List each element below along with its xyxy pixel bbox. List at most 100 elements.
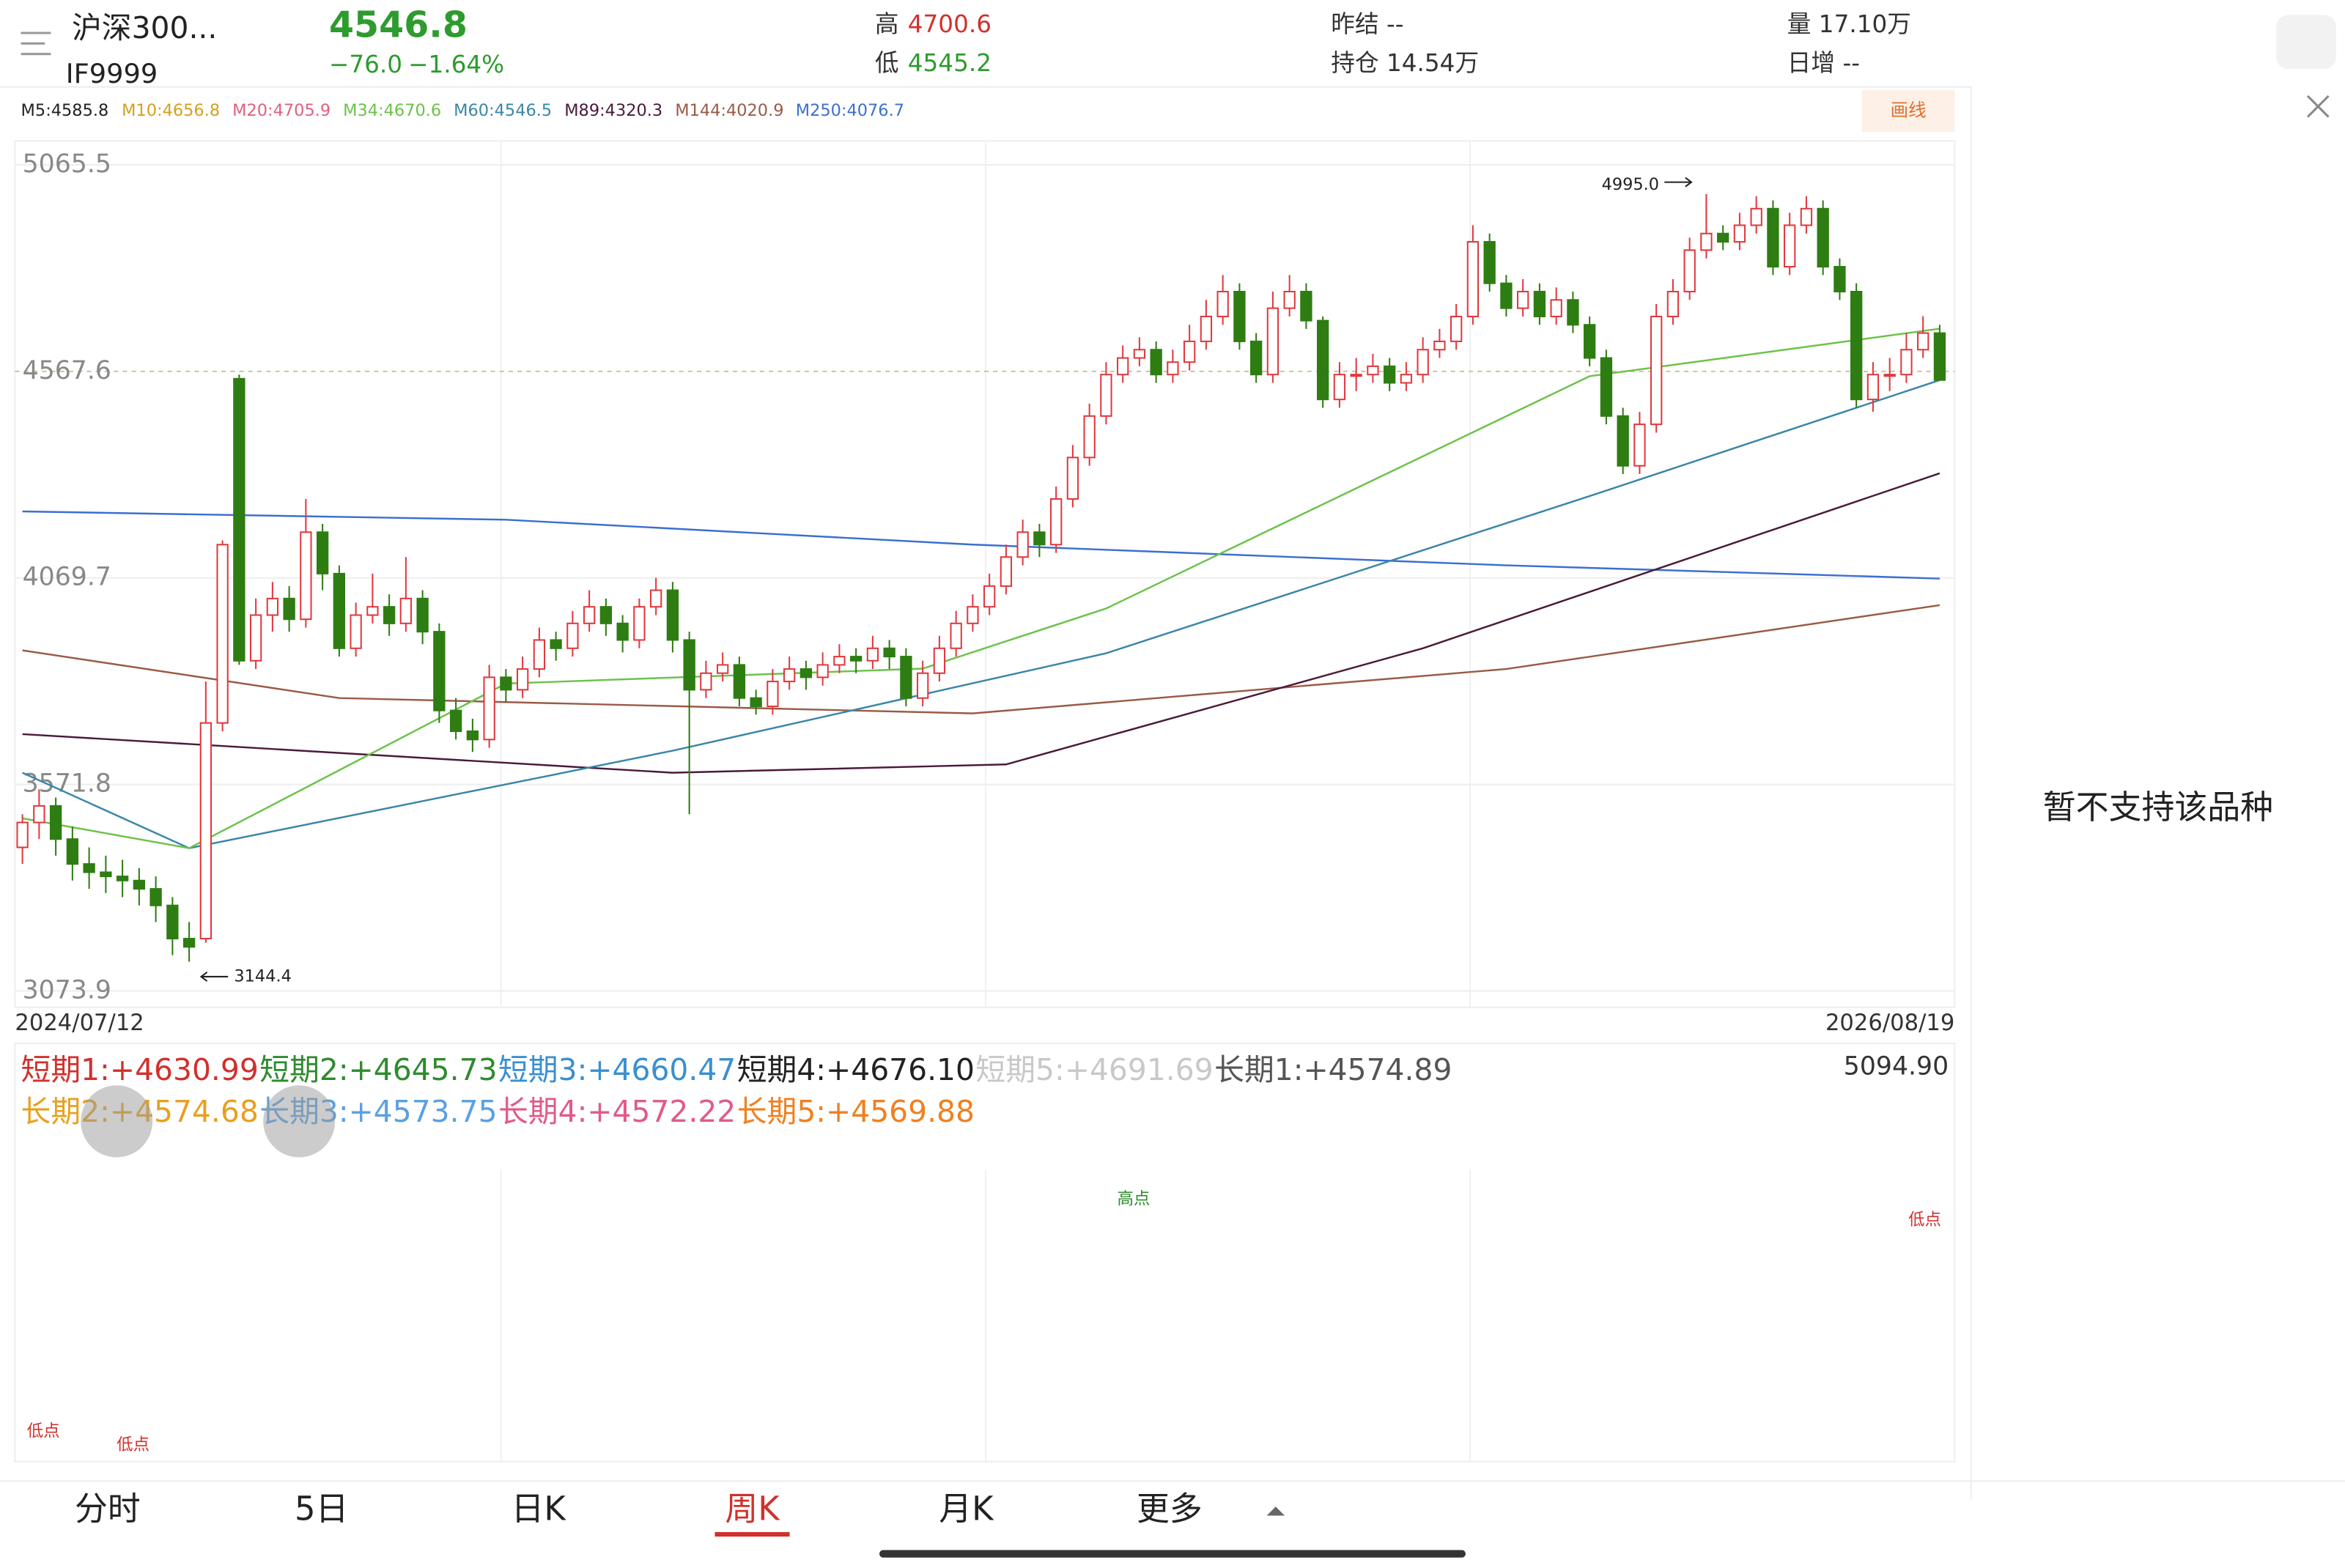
candle-body <box>300 531 312 621</box>
tab[interactable]: 日K <box>512 1489 567 1528</box>
daily-add: 日增 -- <box>1787 49 1860 77</box>
candle-body <box>1000 556 1013 587</box>
candle-body <box>1666 290 1680 317</box>
candle-body <box>900 656 912 699</box>
price: 4546.8 <box>329 3 468 45</box>
candle-body <box>66 838 79 865</box>
draw-button[interactable] <box>1861 89 1955 133</box>
candle-body <box>49 805 62 840</box>
candle-body <box>1100 374 1112 417</box>
candle-body <box>633 606 646 641</box>
candle-body <box>916 672 929 699</box>
unsupported-note: 暂不支持该品种 <box>2043 788 2273 826</box>
candle-body <box>1850 290 1863 401</box>
menu-icon[interactable] <box>21 32 51 56</box>
change: −76.0 <box>329 51 402 78</box>
candle-body <box>849 656 863 662</box>
candle-body <box>1483 241 1496 284</box>
candle-body <box>1200 315 1213 342</box>
candle-body <box>1367 365 1379 376</box>
candle-body <box>249 614 262 662</box>
candle-body <box>1350 374 1362 377</box>
arrow <box>199 971 229 982</box>
candle-body <box>1049 498 1063 546</box>
candle-body <box>1917 332 1929 351</box>
nav-arrows[interactable] <box>81 1085 336 1158</box>
candle-body <box>216 544 229 724</box>
more-caret[interactable] <box>1266 1506 1285 1516</box>
candle-body <box>1650 315 1663 426</box>
candle-body <box>716 664 729 674</box>
candle-body <box>133 879 146 890</box>
candle-body <box>1216 290 1229 317</box>
candle-body <box>1333 374 1346 401</box>
candle-body <box>1300 290 1312 322</box>
candle-body <box>816 664 829 678</box>
candle-body <box>233 377 245 662</box>
candle-body <box>1150 349 1162 376</box>
device-button[interactable] <box>2276 15 2336 70</box>
volume: 量 17.10万 <box>1787 10 1911 38</box>
tab[interactable]: 月K <box>939 1489 994 1528</box>
low: 4545.2 <box>908 49 991 77</box>
draw-button-label[interactable]: 画线 <box>1891 99 1927 120</box>
tab[interactable]: 分时 <box>75 1489 141 1528</box>
tab[interactable]: 更多 <box>1137 1489 1203 1528</box>
candle-body <box>16 821 29 848</box>
candle-body <box>1584 324 1596 359</box>
candle-body <box>1433 340 1446 351</box>
low-mark: 低点 <box>1908 1210 1941 1229</box>
candle-body <box>1550 299 1562 317</box>
candle-body <box>1600 357 1613 417</box>
close-icon[interactable] <box>2306 95 2330 118</box>
candle-body <box>1133 349 1146 359</box>
price-chart: 5065.5 4567.6 4069.7 3571.8 3073.9 4995.0 3144… <box>15 149 1955 1005</box>
candle-body <box>399 597 413 624</box>
prev-settle: 昨结 -- <box>1331 10 1403 38</box>
candle-body <box>1700 232 1713 251</box>
tab[interactable]: 周K <box>725 1489 780 1528</box>
candle-body <box>1784 224 1796 268</box>
candle-body <box>983 585 996 608</box>
candle-body <box>583 606 596 624</box>
candle-body <box>1233 290 1246 342</box>
candle-body <box>1266 307 1279 376</box>
high-mark: 高点 <box>1117 1189 1150 1208</box>
ma-line <box>22 604 1940 714</box>
candle-body <box>516 668 529 691</box>
candle-body <box>1066 456 1079 500</box>
candle-body <box>1400 374 1413 384</box>
low-label: 低 <box>875 49 899 77</box>
change-pct: −1.64% <box>408 51 504 78</box>
candle-body <box>1317 319 1329 401</box>
candle-body <box>550 639 562 649</box>
candle-body <box>1800 207 1813 226</box>
indicator-legend: 短期1:+4630.99 短期2:+4645.73 短期3:+4660.47 短期4:… <box>21 1052 1452 1129</box>
ma-legend-item: M60:4546.5 <box>454 101 552 120</box>
indicator-label: 长期1:+4574.89 <box>1214 1052 1452 1087</box>
candle-body <box>733 664 746 699</box>
candle-body <box>33 805 45 824</box>
candle-body <box>1883 374 1896 377</box>
indicator-label: 长期5:+4569.88 <box>737 1094 975 1129</box>
candle-body <box>383 606 396 624</box>
candle-body <box>433 631 446 711</box>
candle-body <box>1617 415 1629 467</box>
y-tick-label: 5065.5 <box>23 149 111 179</box>
candle-body <box>483 676 495 741</box>
candle-body <box>649 589 662 608</box>
y-tick-label: 3571.8 <box>23 769 111 799</box>
candle-body <box>316 531 329 574</box>
candle-body <box>1417 349 1429 376</box>
ma-legend-item: M5:4585.8 <box>21 101 109 120</box>
candle-body <box>500 676 512 691</box>
indicator-frame <box>14 1042 1956 1462</box>
tab[interactable]: 5日 <box>295 1489 348 1528</box>
candle-body <box>1116 357 1129 376</box>
ma-line <box>22 379 1940 849</box>
x-start: 2024/07/12 <box>15 1010 144 1036</box>
indicator-label: 短期2:+4645.73 <box>259 1052 497 1087</box>
instrument-name: 沪深300... <box>72 10 217 45</box>
ma-legend-item: M34:4670.6 <box>343 101 441 120</box>
